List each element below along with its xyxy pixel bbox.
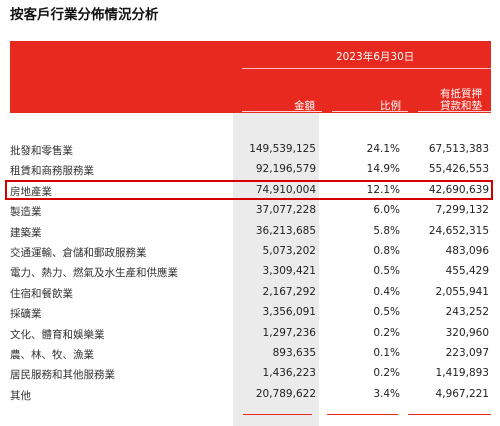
row-secured: 2,055,941 [435,285,489,298]
header-divider [242,68,491,69]
row-ratio: 0.1% [373,347,400,359]
row-ratio: 5.8% [373,224,400,237]
row-label: 批發和零售業 [10,145,73,157]
row-label: 製造業 [10,206,42,219]
table-row: 其他 20,789,622 3.4% 4,967,221 [10,385,491,405]
table-row: 居民服務和其他服務業 1,436,223 0.2% 1,419,893 [10,364,491,384]
row-ratio: 6.0% [373,204,400,217]
row-amount: 37,077,228 [255,204,316,217]
row-label: 租賃和商務服務業 [10,165,94,178]
total-underline-amount [243,414,312,415]
header-secured-loans: 貸款和墊款 [440,100,482,127]
table-row: 文化、體育和娛樂業 1,297,236 0.2% 320,960 [10,324,491,344]
row-secured: 483,096 [445,245,489,257]
row-amount: 3,309,421 [262,265,316,278]
row-amount: 1,436,223 [262,367,316,380]
table-row: 電力、熱力、燃氣及水生產和供應業 3,309,421 0.5% 455,429 [10,262,491,282]
row-secured: 42,690,639 [428,183,489,196]
row-label: 房地產業 [10,185,52,198]
table-row: 農、林、牧、漁業 893,635 0.1% 223,097 [10,344,491,364]
total-underline-ratio [327,414,398,415]
header-amount: 金額 [294,100,315,112]
row-secured: 4,967,221 [435,387,489,400]
row-secured: 67,513,383 [428,143,489,155]
header-date: 2023年6月30日 [336,51,415,63]
row-ratio: 0.2% [373,367,400,380]
row-label: 居民服務和其他服務業 [10,369,115,382]
row-ratio: 0.8% [373,245,400,257]
row-label: 採礦業 [10,308,42,321]
row-ratio: 12.1% [366,183,400,196]
row-amount: 36,213,685 [255,224,316,237]
row-secured: 243,252 [445,306,489,319]
row-label: 交通運輸、倉儲和郵政服務業 [10,247,147,259]
row-amount: 2,167,292 [262,285,316,298]
row-amount: 149,539,125 [249,143,316,155]
row-label: 農、林、牧、漁業 [10,349,94,361]
row-amount: 5,073,202 [262,245,316,257]
row-label: 其他 [10,389,31,402]
row-secured: 55,426,553 [428,163,489,176]
page-title: 按客戶行業分佈情況分析 [10,7,159,23]
row-secured: 223,097 [445,347,489,359]
row-label: 文化、體育和娛樂業 [10,328,105,341]
table-row: 採礦業 3,356,091 0.5% 243,252 [10,303,491,323]
row-label: 電力、熱力、燃氣及水生產和供應業 [10,267,178,280]
table-row: 批發和零售業 149,539,125 24.1% 67,513,383 [10,140,491,160]
row-amount: 893,635 [272,347,316,359]
row-amount: 92,196,579 [255,163,316,176]
row-ratio: 14.9% [366,163,400,176]
table-header: 2023年6月30日 有抵質押 金額 比例 貸款和墊款 [10,41,491,127]
row-ratio: 24.1% [366,143,400,155]
row-ratio: 0.5% [373,306,400,319]
row-secured: 320,960 [445,326,489,339]
row-amount: 3,356,091 [262,306,316,319]
row-ratio: 0.5% [373,265,400,278]
total-underline-secured [408,414,491,415]
table-row: 建築業 36,213,685 5.8% 24,652,315 [10,222,491,242]
amount-column-shading [233,113,319,426]
header-secured-caption: 有抵質押 [440,88,482,100]
row-ratio: 0.4% [373,285,400,298]
row-amount: 74,910,004 [255,183,316,196]
header-ratio: 比例 [380,100,401,112]
table-row: 交通運輸、倉儲和郵政服務業 5,073,202 0.8% 483,096 [10,242,491,262]
row-label: 建築業 [10,226,42,239]
header-underline-secured [418,111,491,112]
row-secured: 7,299,132 [435,204,489,217]
table-row: 製造業 37,077,228 6.0% 7,299,132 [10,201,491,221]
table-row: 住宿和餐飲業 2,167,292 0.4% 2,055,941 [10,283,491,303]
row-amount: 20,789,622 [255,387,316,400]
row-secured: 1,419,893 [435,367,489,380]
row-ratio: 0.2% [373,326,400,339]
row-ratio: 3.4% [373,387,400,400]
header-underline-amount [242,111,322,112]
header-underline-ratio [332,111,408,112]
table-row: 租賃和商務服務業 92,196,579 14.9% 55,426,553 [10,160,491,180]
row-secured: 455,429 [445,265,489,278]
row-amount: 1,297,236 [262,326,316,339]
table-row: 房地產業 74,910,004 12.1% 42,690,639 [10,181,491,201]
row-secured: 24,652,315 [428,224,489,237]
row-label: 住宿和餐飲業 [10,287,73,300]
highlight-box [5,180,493,200]
